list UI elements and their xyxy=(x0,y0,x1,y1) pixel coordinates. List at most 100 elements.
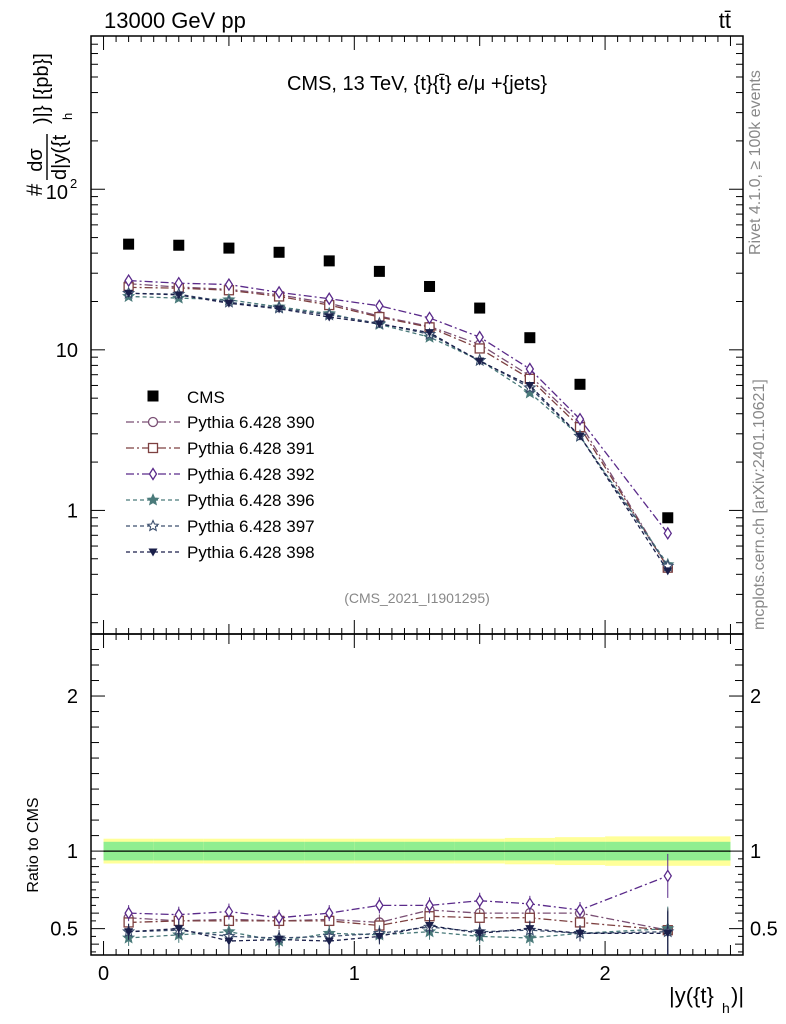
ratio-tick-label: 0.5 xyxy=(50,919,78,941)
series-398-ratio-point xyxy=(174,925,184,934)
mcplots-label: mcplots.cern.ch [arXiv:2401.10621] xyxy=(751,379,768,630)
series-398-ratio xyxy=(124,911,673,956)
legend-entry-398-marker xyxy=(148,548,158,557)
legend-entry-392-marker xyxy=(148,467,158,481)
series-392-point xyxy=(663,526,673,541)
series-392-point xyxy=(475,330,484,344)
x-tick-label: 2 xyxy=(600,963,611,985)
series-398-point xyxy=(425,329,435,338)
legend-entry-397-marker xyxy=(146,519,160,532)
series-398-point xyxy=(124,289,134,298)
analysis-id: (CMS_2021_I1901295) xyxy=(344,590,490,606)
cms-data-point xyxy=(223,242,235,254)
process-label: tt̄ xyxy=(719,8,731,33)
series-398-ratio-point xyxy=(324,937,334,946)
main-series xyxy=(122,238,675,576)
legend-entry-392: Pythia 6.428 392 xyxy=(126,465,315,484)
ratio-tick-label: 2 xyxy=(67,686,78,708)
y-label-hash: # xyxy=(22,183,47,196)
legend: CMS Pythia 6.428 390 Pythia 6.428 391 Pythi… xyxy=(126,388,315,562)
series-392-ratio-point xyxy=(324,906,334,920)
series-398-ratio-point xyxy=(124,928,134,937)
legend-entry-397: Pythia 6.428 397 xyxy=(126,517,315,536)
series-398 xyxy=(124,289,673,576)
x-tick-label: 1 xyxy=(349,963,360,985)
series-392-ratio-point xyxy=(174,907,184,922)
y-axis-label: # dσ d|y({t h )|} [{pb}] xyxy=(22,53,75,196)
x-tick-label: 0 xyxy=(98,963,109,985)
cms-data-point xyxy=(474,302,486,314)
series-391-ratio-line xyxy=(128,915,668,931)
axes xyxy=(90,35,744,956)
ratio-axis-label: Ratio to CMS xyxy=(25,797,42,892)
y-label-denominator: d|y({t xyxy=(49,134,71,180)
legend-entry-398-label: Pythia 6.428 398 xyxy=(187,543,315,562)
legend-entry-396: Pythia 6.428 396 xyxy=(126,491,315,510)
y-tick-label: 1 xyxy=(67,500,78,522)
cms-data-point xyxy=(524,332,536,344)
series-392-ratio-point xyxy=(274,911,284,925)
series-398-ratio-point xyxy=(663,929,673,938)
series-392-ratio-point xyxy=(575,903,585,917)
series-392-ratio-line xyxy=(128,875,669,919)
series-390-line xyxy=(128,283,669,569)
series-391-ratio xyxy=(123,908,673,953)
ratio-panel-frame xyxy=(90,633,744,956)
series-392-ratio xyxy=(124,853,673,926)
x-label-subscript: h xyxy=(722,1000,730,1016)
series-398-ratio-point xyxy=(425,922,435,931)
legend-entry-390-label: Pythia 6.428 390 xyxy=(187,413,315,432)
cms-data-point xyxy=(123,238,135,250)
cms-data-point xyxy=(323,255,335,267)
series-392-point xyxy=(224,277,234,292)
beam-label: 13000 GeV pp xyxy=(104,8,246,33)
y-tick-label: 10 xyxy=(46,182,68,204)
ratio-uncertainty-bands xyxy=(103,836,731,866)
cms-data-point xyxy=(173,239,185,251)
series-398-point xyxy=(663,567,673,576)
legend-marker-cms xyxy=(147,390,159,402)
chart-title: CMS, 13 TeV, {t}{t̄} e/μ +{jets} xyxy=(287,73,547,95)
series-392-ratio-point xyxy=(475,894,484,908)
ratio-series xyxy=(122,853,675,956)
series-398-ratio-point xyxy=(274,935,284,944)
series-398-point xyxy=(475,357,485,366)
series-392-point xyxy=(375,299,384,313)
y-label-tail: )|} [{pb}] xyxy=(31,53,53,124)
series-398-point xyxy=(174,291,184,300)
series-398-ratio-point xyxy=(525,925,535,934)
legend-entry-396-marker xyxy=(146,493,160,506)
series-392-ratio-point xyxy=(425,898,434,913)
legend-entry-398: Pythia 6.428 398 xyxy=(126,543,315,562)
series-398-point xyxy=(274,305,284,314)
series-391-point xyxy=(474,343,485,354)
y-label-subscript: h xyxy=(60,113,75,120)
series-392-ratio-point xyxy=(224,904,234,919)
x-axis-label: |y({t} h )| xyxy=(669,983,744,1016)
legend-entry-cms: CMS xyxy=(147,388,225,407)
series-398-point xyxy=(575,432,585,441)
series-397-ratio xyxy=(122,909,675,954)
cms-data-point xyxy=(273,246,285,258)
x-label-main: |y({t} xyxy=(669,983,714,1008)
cms-data-point xyxy=(574,378,586,390)
legend-entry-390: Pythia 6.428 390 xyxy=(126,413,315,432)
series-398-ratio-point xyxy=(575,929,585,938)
series-392-point xyxy=(324,292,334,306)
series-398-ratio-line xyxy=(128,924,668,942)
series-392-point xyxy=(575,412,585,426)
series-391-ratio-point xyxy=(474,912,485,923)
ratio-tick-label: 1 xyxy=(67,841,78,863)
series-392 xyxy=(124,273,673,541)
series-392-ratio-point xyxy=(124,906,133,920)
cms-data-point xyxy=(424,280,436,292)
legend-entry-391-label: Pythia 6.428 391 xyxy=(187,439,315,458)
series-392-ratio-point xyxy=(375,898,384,913)
series-392-point xyxy=(525,362,535,376)
series-392-ratio-point xyxy=(525,897,535,911)
series-398-ratio-point xyxy=(475,929,485,938)
cms-data-point xyxy=(662,512,674,524)
series-396-ratio-line xyxy=(128,927,668,942)
